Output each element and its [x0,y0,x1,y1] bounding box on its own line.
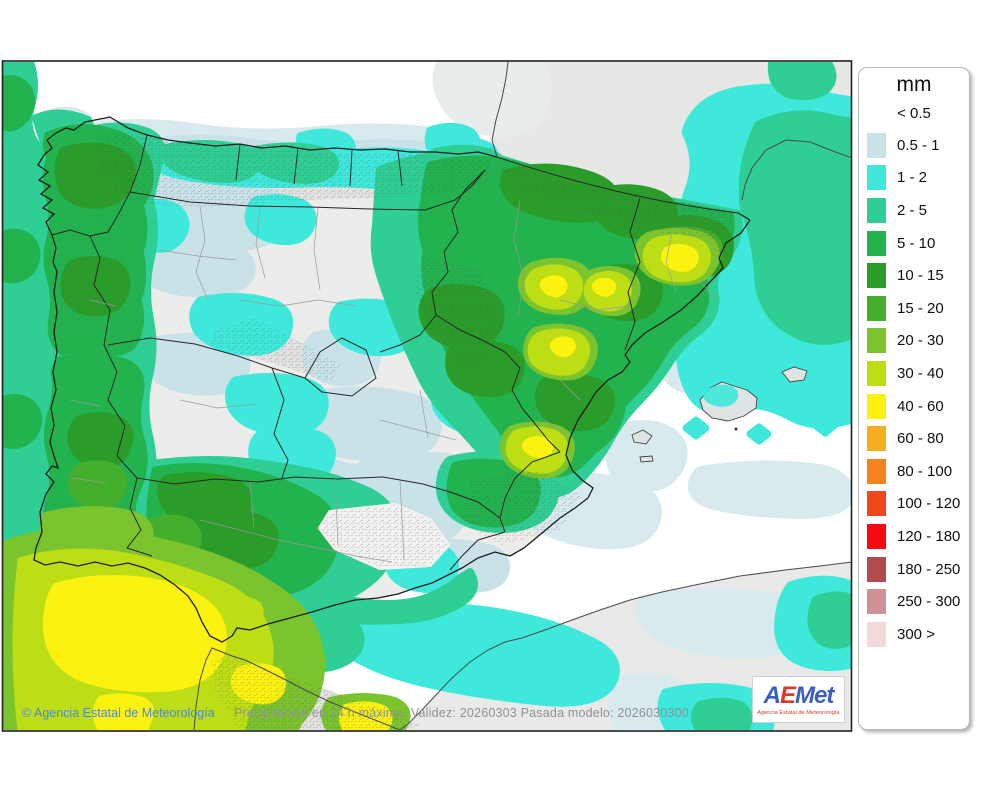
coastline-africa [193,561,851,730]
legend-label: 10 - 15 [897,267,944,285]
precip-haze [432,62,552,138]
aemet-letters-met: Met [795,681,834,709]
legend-row: 80 - 100 [859,455,969,488]
legend-row: 120 - 180 [859,520,969,553]
legend-swatch [867,295,886,321]
legend-row: 1 - 2 [859,162,969,195]
legend-label: 250 - 300 [897,593,961,611]
aemet-logo-subtitle: Agencia Estatal de Meteorología [757,709,840,716]
legend-row: 0.5 - 1 [859,129,969,162]
legend-label: 15 - 20 [897,299,944,317]
legend-row: 300 > [859,618,969,651]
legend-swatch [867,165,886,191]
legend-label: 100 - 120 [897,495,961,513]
legend-row: 10 - 15 [859,259,969,292]
legend-label: 40 - 60 [897,397,944,415]
legend-swatch [867,491,886,517]
mallorca-cyan-patch [703,384,739,407]
aemet-logo: AEMet Agencia Estatal de Meteorología [752,676,845,723]
legend-label: 1 - 2 [897,169,928,187]
copyright-text: © Agencia Estatal de Meteorología [22,706,215,720]
legend-swatch [867,198,886,224]
legend-swatch [867,361,886,387]
legend-swatch [867,426,886,452]
legend-row: 2 - 5 [859,194,969,227]
legend-row: 250 - 300 [859,585,969,618]
legend-label: 0.5 - 1 [897,136,940,154]
legend-label: 180 - 250 [897,560,961,578]
legend-rows: 0.5 - 1 1 - 2 2 - 5 5 - 10 10 - 15 15 - 20 20 … [859,129,969,651]
legend-label: 30 - 40 [897,365,944,383]
legend-row: 15 - 20 [859,292,969,325]
legend-swatch [867,230,886,256]
legend-panel: mm < 0.5 0.5 - 1 1 - 2 2 - 5 5 - 10 10 - 15 1… [858,67,970,730]
legend-row: 30 - 40 [859,357,969,390]
legend-swatch [867,393,886,419]
legend-swatch [867,132,886,158]
legend-swatch [867,556,886,582]
legend-label: 120 - 180 [897,528,961,546]
legend-row: 5 - 10 [859,227,969,260]
legend-swatch [867,458,886,484]
legend-row: 40 - 60 [859,390,969,423]
legend-label-below-min: < 0.5 [897,105,931,123]
legend-swatch [867,589,886,615]
aemet-letter-a: A [763,681,781,709]
legend-label: 60 - 80 [897,430,944,448]
legend-title: mm [896,73,932,96]
legend-row: 20 - 30 [859,325,969,358]
legend-row: 60 - 80 [859,422,969,455]
map-frame [1,60,853,732]
legend-swatch [867,524,886,550]
aemet-logo-word: AEMet [763,681,835,709]
validity-text: Precipitación en 24 h máxima. Validez: 2… [234,706,689,720]
region-borders [51,134,739,571]
aemet-letter-e: E [779,681,796,709]
hillshade-texture [60,130,740,730]
legend-label: 2 - 5 [897,202,928,220]
legend-swatch [867,263,886,289]
legend-label: 20 - 30 [897,332,944,350]
legend-label: 300 > [897,625,935,643]
legend-label: 5 - 10 [897,234,936,252]
legend-swatch [867,621,886,647]
province-borders [69,199,719,563]
legend-swatch [867,328,886,354]
legend-row: 180 - 250 [859,553,969,586]
legend-row: 100 - 120 [859,488,969,521]
coastline-france [491,62,851,201]
legend-label: 80 - 100 [897,462,953,480]
